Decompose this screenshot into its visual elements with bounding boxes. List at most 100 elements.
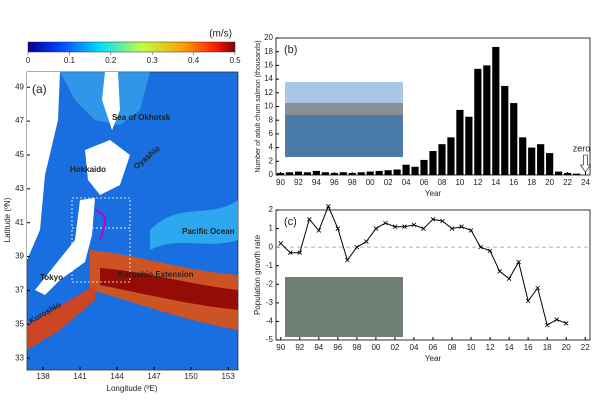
bar: [456, 109, 464, 175]
colorbar-tick-label: 0.4: [188, 56, 200, 65]
colorbar-tick-label: 0: [26, 56, 31, 65]
panel-label: (c): [284, 216, 297, 228]
bar: [510, 103, 518, 175]
marker: [535, 285, 540, 291]
marker: [411, 222, 417, 228]
x-axis-label: Year: [425, 189, 442, 198]
bar: [303, 172, 311, 175]
bar: [519, 137, 527, 175]
marker: [287, 250, 293, 255]
colorbar-unit: (m/s): [209, 29, 232, 40]
bar: [483, 65, 491, 175]
bar: [348, 172, 356, 175]
colorbar-tick-label: 0.1: [64, 56, 76, 65]
marker: [430, 217, 436, 222]
y-tick-label: 6: [269, 129, 274, 138]
map-label: Pacific Ocean: [182, 227, 235, 236]
bar: [537, 144, 545, 175]
x-tick-label: 10: [455, 178, 464, 187]
y-tick-label: -1: [266, 261, 274, 270]
x-tick-label: 92: [295, 343, 304, 352]
x-tick-label: 04: [410, 343, 419, 352]
bar: [429, 151, 437, 175]
x-axis-label: Longitude (ºE): [107, 384, 158, 393]
marker: [516, 259, 521, 265]
y-tick-label: 41: [15, 218, 24, 227]
panel-label: (a): [32, 82, 47, 96]
map-label: Kuroshio Extension: [118, 270, 194, 279]
y-tick-label: 4: [269, 143, 274, 152]
bar: [563, 172, 572, 175]
x-tick-label: 12: [486, 343, 495, 352]
colorbar-tick-label: 0.5: [229, 56, 241, 65]
x-tick-label: 150: [184, 372, 198, 381]
x-tick-label: 06: [429, 343, 438, 352]
x-tick-label: 18: [527, 178, 536, 187]
colorbar: [27, 41, 236, 53]
x-tick-label: 12: [473, 178, 482, 187]
x-tick-label: 96: [333, 343, 342, 352]
marker: [440, 218, 445, 224]
x-tick-label: 10: [467, 343, 476, 352]
map-art: [26, 71, 239, 371]
x-tick-label: 90: [276, 343, 285, 352]
x-tick-label: 08: [448, 343, 457, 352]
x-tick-label: 22: [563, 178, 572, 187]
marker: [373, 226, 379, 231]
x-tick-label: 14: [505, 343, 514, 352]
panel-label: (b): [284, 44, 297, 56]
y-tick-label: 39: [15, 252, 24, 261]
y-tick-label: 16: [264, 61, 273, 70]
marker: [278, 241, 284, 246]
x-tick-label: 98: [352, 343, 361, 352]
y-tick-label: -3: [266, 298, 274, 307]
marker: [563, 321, 569, 326]
bar: [492, 46, 500, 175]
marker: [383, 220, 388, 226]
x-tick-label: 16: [509, 178, 518, 187]
marker: [307, 217, 312, 222]
y-tick-label: 0: [269, 170, 274, 179]
marker: [506, 276, 512, 281]
y-tick-label: 12: [264, 88, 273, 97]
bar: [411, 166, 419, 175]
marker: [297, 250, 303, 255]
x-tick-label: 94: [314, 343, 323, 352]
x-tick-label: 94: [312, 178, 321, 187]
bar: [402, 164, 410, 175]
bar: [474, 68, 482, 175]
bar: [339, 172, 347, 175]
photo-fish: [285, 277, 403, 337]
x-tick-label: 18: [543, 343, 552, 352]
y-tick-label: -2: [266, 279, 274, 288]
marker: [421, 226, 426, 231]
y-tick-label: 43: [15, 184, 24, 193]
x-tick-label: 90: [276, 178, 285, 187]
y-tick-label: 8: [269, 115, 274, 124]
y-tick-label: 33: [15, 353, 24, 362]
x-tick-label: 24: [581, 178, 590, 187]
marker: [554, 317, 559, 322]
x-tick-label: 02: [390, 343, 399, 352]
marker: [544, 322, 550, 328]
y-tick-label: 49: [15, 82, 24, 91]
x-tick-label: 22: [581, 343, 590, 352]
marker: [316, 228, 322, 233]
bar: [285, 172, 294, 175]
bar: [294, 171, 303, 175]
x-tick-label: 14: [491, 178, 500, 187]
y-tick-label: -4: [266, 317, 274, 326]
marker: [364, 239, 369, 244]
x-tick-label: 96: [330, 178, 339, 187]
y-tick-label: 1: [269, 224, 274, 233]
annotation: zero: [573, 143, 591, 153]
marker: [525, 298, 531, 304]
photo-dam: [285, 103, 403, 115]
x-tick-label: 02: [384, 178, 393, 187]
x-tick-label: 141: [73, 372, 87, 381]
y-tick-label: 2: [269, 156, 274, 165]
y-tick-label: 0: [269, 242, 274, 251]
x-tick-label: 00: [366, 178, 375, 187]
marker: [354, 244, 360, 250]
